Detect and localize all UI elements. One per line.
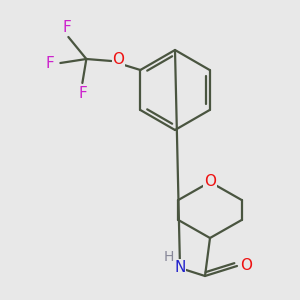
Text: F: F: [79, 85, 88, 100]
Text: O: O: [240, 257, 252, 272]
Text: N: N: [174, 260, 186, 274]
Text: H: H: [164, 250, 174, 264]
Text: O: O: [112, 52, 124, 67]
Text: F: F: [63, 20, 72, 34]
Text: F: F: [46, 56, 55, 71]
Text: O: O: [204, 175, 216, 190]
